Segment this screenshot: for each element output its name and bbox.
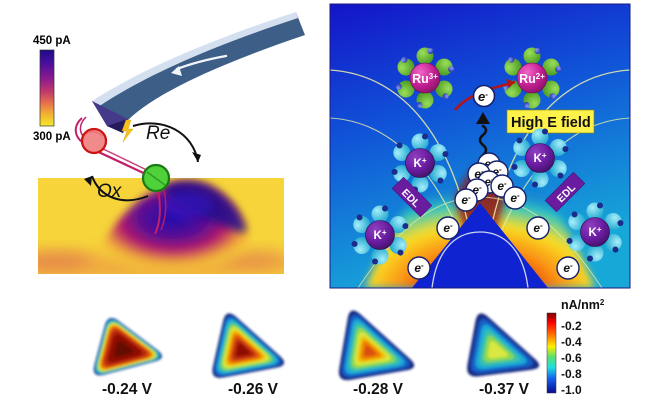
svg-text:-1.0: -1.0: [561, 383, 582, 397]
svg-text:-0.26 V: -0.26 V: [228, 381, 279, 398]
svg-text:Ox: Ox: [97, 181, 123, 202]
svg-text:nA/nm2: nA/nm2: [561, 298, 605, 313]
svg-text:-0.28 V: -0.28 V: [353, 381, 404, 398]
svg-text:Re: Re: [146, 123, 170, 144]
svg-text:-0.8: -0.8: [561, 367, 582, 381]
svg-text:450 pA: 450 pA: [33, 35, 71, 47]
svg-text:-0.24 V: -0.24 V: [102, 381, 153, 398]
svg-text:-0.4: -0.4: [561, 335, 582, 349]
svg-text:High E field: High E field: [511, 115, 591, 131]
svg-text:300 pA: 300 pA: [33, 131, 71, 143]
svg-text:-0.37 V: -0.37 V: [479, 381, 530, 398]
svg-text:-0.6: -0.6: [561, 351, 582, 365]
svg-text:-0.2: -0.2: [561, 319, 582, 333]
